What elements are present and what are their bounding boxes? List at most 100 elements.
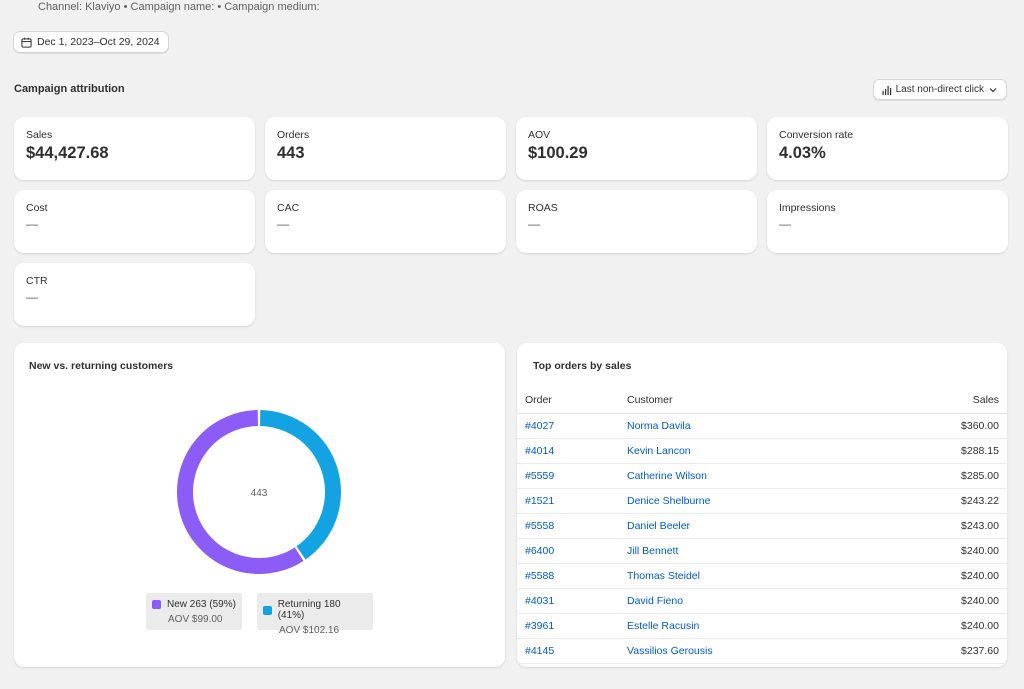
metric-card-roas: ROAS —	[516, 190, 757, 253]
order-cell: #6400	[517, 538, 627, 565]
donut-center-label: 443	[251, 488, 268, 499]
customer-cell: Kevin Lancon	[627, 438, 875, 464]
metric-value: —	[528, 217, 540, 231]
sales-cell: $240.00	[874, 613, 1007, 640]
customer-link[interactable]: Kevin Lancon	[627, 444, 691, 457]
legend-item-returning[interactable]: Returning 180 (41%) AOV $102.16	[257, 593, 373, 636]
table-row: #4027 Norma Davila $360.00	[517, 413, 1007, 439]
metric-label: Orders	[277, 129, 310, 141]
order-cell: #4014	[517, 438, 627, 464]
donut-chart: 443	[176, 410, 341, 574]
metric-value: —	[277, 217, 289, 231]
order-link[interactable]: #4014	[525, 444, 555, 457]
table-row: #4014 Kevin Lancon $288.15	[517, 438, 1007, 464]
metric-label: AOV	[528, 129, 551, 141]
customer-cell: Jill Bennett	[627, 538, 875, 565]
table-row: #5559 Catherine Wilson $285.00	[517, 463, 1007, 489]
top-orders-card: Top orders by sales Order Customer Sales…	[517, 343, 1007, 667]
legend-aov: AOV $99.00	[168, 614, 223, 625]
filters-line: Channel: Klaviyo • Campaign name: • Camp…	[38, 1, 320, 13]
customer-link[interactable]: Vassilios Gerousis	[627, 645, 713, 658]
column-header-order[interactable]: Order	[517, 387, 627, 414]
metric-card-sales: Sales $44,427.68	[14, 117, 255, 180]
order-cell: #5588	[517, 563, 627, 590]
order-link[interactable]: #4031	[525, 595, 555, 608]
customer-cell: Vassilios Gerousis	[627, 638, 875, 665]
metric-card-ctr: CTR —	[14, 263, 255, 326]
customer-link[interactable]: Daniel Beeler	[627, 519, 691, 532]
customer-cell: Denice Shelburne	[627, 488, 875, 514]
metric-card-cac: CAC —	[265, 190, 506, 253]
metric-value: —	[779, 217, 791, 231]
attribution-model-button[interactable]: Last non-direct click	[872, 79, 1007, 100]
customer-link[interactable]: Thomas Steidel	[627, 570, 700, 583]
sales-cell: $243.22	[874, 488, 1007, 514]
attribution-model-label: Last non-direct click	[895, 84, 984, 95]
order-link[interactable]: #4145	[525, 645, 555, 658]
order-link[interactable]: #4027	[525, 419, 555, 432]
order-link[interactable]: #5559	[525, 469, 555, 482]
customer-cell: Estelle Racusin	[627, 613, 875, 640]
card-title: New vs. returning customers	[29, 360, 174, 372]
metric-label: CAC	[277, 202, 300, 214]
metric-label: Sales	[26, 129, 53, 141]
metric-value: —	[26, 290, 38, 304]
metric-value: 4.03%	[779, 144, 826, 162]
order-link[interactable]: #5558	[525, 519, 555, 532]
metric-value: —	[26, 217, 38, 231]
column-header-sales[interactable]: Sales	[874, 387, 1007, 414]
calendar-icon	[21, 37, 32, 48]
order-cell: #5559	[517, 463, 627, 489]
donut-slice-returning[interactable]	[260, 410, 341, 560]
customer-link[interactable]: David Fieno	[627, 595, 684, 608]
customer-cell: Catherine Wilson	[627, 463, 875, 489]
column-header-customer[interactable]: Customer	[627, 387, 875, 414]
legend-item-new[interactable]: New 263 (59%) AOV $99.00	[146, 593, 242, 630]
legend-label: Returning 180 (41%)	[277, 599, 341, 621]
order-cell: #3961	[517, 613, 627, 640]
table-row: #5558 Daniel Beeler $243.00	[517, 513, 1007, 539]
order-link[interactable]: #1521	[525, 494, 555, 507]
metric-card-cost: Cost —	[14, 190, 255, 253]
sales-cell: $288.15	[874, 438, 1007, 464]
metric-card-conversion-rate: Conversion rate 4.03%	[767, 117, 1008, 180]
date-range-button[interactable]: Dec 1, 2023–Oct 29, 2024	[13, 31, 169, 53]
card-title: Top orders by sales	[533, 360, 632, 372]
customer-link[interactable]: Norma Davila	[627, 419, 691, 432]
metric-value: $44,427.68	[26, 144, 109, 162]
table-row: #3961 Estelle Racusin $240.00	[517, 613, 1007, 640]
date-range-label: Dec 1, 2023–Oct 29, 2024	[37, 36, 160, 48]
table-header-row: Order Customer Sales	[517, 387, 1007, 414]
table-row: #5588 Thomas Steidel $240.00	[517, 563, 1007, 590]
donut-slice-new[interactable]	[176, 410, 304, 574]
metric-label: CTR	[26, 275, 48, 287]
order-link[interactable]: #5588	[525, 570, 555, 583]
metric-label: Conversion rate	[779, 129, 854, 141]
customer-link[interactable]: Denice Shelburne	[627, 494, 711, 507]
order-link[interactable]: #3961	[525, 620, 555, 633]
legend-label: New 263 (59%)	[167, 599, 236, 610]
customer-cell: Norma Davila	[627, 413, 875, 439]
metric-label: ROAS	[528, 202, 558, 214]
orders-table: Order Customer Sales #4027 Norma Davila $3…	[517, 387, 1007, 665]
sales-cell: $240.00	[874, 538, 1007, 565]
legend-swatch-new	[152, 600, 161, 609]
customer-link[interactable]: Jill Bennett	[627, 545, 679, 558]
chevron-down-icon	[989, 87, 997, 92]
order-cell: #4031	[517, 588, 627, 615]
metric-card-aov: AOV $100.29	[516, 117, 757, 180]
table-row: #6400 Jill Bennett $240.00	[517, 538, 1007, 565]
sales-cell: $285.00	[874, 463, 1007, 489]
order-cell: #4145	[517, 638, 627, 665]
customer-link[interactable]: Estelle Racusin	[627, 620, 700, 633]
legend-aov: AOV $102.16	[279, 625, 340, 636]
customer-link[interactable]: Catherine Wilson	[627, 469, 707, 482]
customer-cell: David Fieno	[627, 588, 875, 615]
order-link[interactable]: #6400	[525, 545, 555, 558]
metric-card-impressions: Impressions —	[767, 190, 1008, 253]
sales-cell: $243.00	[874, 513, 1007, 539]
sales-cell: $240.00	[874, 588, 1007, 615]
sales-cell: $240.00	[874, 563, 1007, 590]
customer-cell: Daniel Beeler	[627, 513, 875, 539]
metric-value: $100.29	[528, 144, 588, 162]
